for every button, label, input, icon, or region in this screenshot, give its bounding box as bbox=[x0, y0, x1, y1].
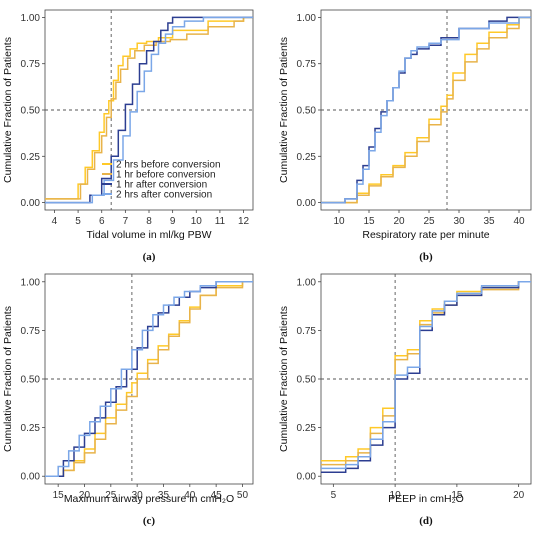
y-tick-label: 0.50 bbox=[297, 106, 317, 117]
y-axis-label: Cumulative Fraction of Patients bbox=[2, 306, 14, 452]
y-tick-label: 0.50 bbox=[21, 106, 41, 117]
series-line-1-hr-after-conversion bbox=[321, 281, 531, 474]
x-tick-label: 20 bbox=[513, 490, 525, 501]
y-tick-label: 0.50 bbox=[21, 375, 41, 386]
x-tick-label: 10 bbox=[191, 216, 203, 227]
panel-a: 0.00 0.25 0.50 0.75 1.00 4 5 6 7 8 9 10 11 12 Tidal vo… bbox=[2, 9, 254, 263]
panel-label: (c) bbox=[143, 515, 156, 527]
y-tick-label: 0.00 bbox=[21, 472, 41, 483]
y-axis-label: Cumulative Fraction of Patients bbox=[278, 37, 290, 183]
series-line-2-hrs-after-conversion bbox=[45, 16, 253, 204]
x-tick-label: 12 bbox=[238, 216, 250, 227]
legend-entry: 2 hrs after conversion bbox=[116, 190, 212, 201]
x-tick-label: 15 bbox=[363, 216, 375, 227]
y-tick-label: 0.75 bbox=[21, 326, 41, 337]
x-tick-label: 5 bbox=[75, 216, 81, 227]
x-tick-label: 10 bbox=[333, 216, 345, 227]
panel-label: (d) bbox=[419, 515, 433, 527]
x-axis-label: Maximum airway pressure in cmH₂O bbox=[64, 493, 234, 505]
x-tick-label: 15 bbox=[53, 490, 65, 501]
y-tick-label: 1.00 bbox=[21, 277, 41, 288]
series-line-1-hr-after-conversion bbox=[45, 16, 253, 204]
series-line-2-hrs-after-conversion bbox=[321, 16, 531, 204]
x-tick-label: 5 bbox=[331, 490, 337, 501]
x-axis-label: Respiratory rate per minute bbox=[362, 229, 489, 241]
legend-entry: 2 hrs before conversion bbox=[116, 160, 221, 171]
x-tick-label: 11 bbox=[215, 216, 226, 227]
y-tick-label: 1.00 bbox=[297, 13, 317, 24]
legend-entry: 1 hr before conversion bbox=[116, 170, 216, 181]
y-axis-label: Cumulative Fraction of Patients bbox=[2, 37, 14, 183]
x-tick-label: 4 bbox=[52, 216, 58, 227]
y-tick-label: 0.75 bbox=[21, 59, 41, 70]
series-line-1-hr-after-conversion bbox=[45, 281, 253, 477]
y-tick-label: 0.75 bbox=[297, 59, 317, 70]
x-tick-label: 6 bbox=[99, 216, 105, 227]
y-tick-label: 0.25 bbox=[297, 423, 317, 434]
x-tick-label: 40 bbox=[513, 216, 525, 227]
x-tick-label: 10 bbox=[390, 490, 402, 501]
y-tick-label: 1.00 bbox=[297, 277, 317, 288]
x-tick-label: 40 bbox=[184, 490, 196, 501]
x-tick-label: 25 bbox=[423, 216, 435, 227]
y-tick-label: 0.25 bbox=[297, 152, 317, 163]
panel-label: (b) bbox=[419, 251, 433, 263]
y-tick-label: 1.00 bbox=[21, 13, 41, 24]
x-tick-label: 20 bbox=[393, 216, 405, 227]
x-tick-label: 50 bbox=[237, 490, 249, 501]
x-axis-label: PEEP in cmH₂O bbox=[388, 493, 464, 505]
y-tick-label: 0.75 bbox=[297, 326, 317, 337]
x-tick-label: 15 bbox=[451, 490, 463, 501]
series-line-1-hr-before-conversion bbox=[321, 281, 531, 466]
y-axis-label: Cumulative Fraction of Patients bbox=[278, 306, 290, 452]
y-tick-label: 0.25 bbox=[21, 423, 41, 434]
panel-d: 0.00 0.25 0.50 0.75 1.00 5 10 15 20 PEEP in cmH₂O… bbox=[278, 273, 532, 527]
x-tick-label: 35 bbox=[483, 216, 495, 227]
x-tick-label: 45 bbox=[211, 490, 223, 501]
series-line-2-hrs-after-conversion bbox=[45, 281, 253, 477]
series-line-2-hrs-after-conversion bbox=[321, 281, 531, 470]
x-tick-label: 25 bbox=[105, 490, 117, 501]
legend-entry: 1 hr after conversion bbox=[116, 180, 207, 191]
series-line-1-hr-before-conversion bbox=[321, 16, 531, 204]
panel-b: 0.00 0.25 0.50 0.75 1.00 10 15 20 25 30 35 40 Respir… bbox=[278, 9, 532, 263]
y-tick-label: 0.00 bbox=[297, 472, 317, 483]
series-line-1-hr-before-conversion bbox=[45, 281, 253, 477]
x-axis-label: Tidal volume in ml/kg PBW bbox=[86, 229, 211, 241]
x-tick-label: 35 bbox=[158, 490, 170, 501]
series-line-2-hrs-before-conversion bbox=[45, 16, 253, 200]
y-tick-label: 0.00 bbox=[21, 198, 41, 209]
x-tick-label: 9 bbox=[170, 216, 176, 227]
y-tick-label: 0.25 bbox=[21, 152, 41, 163]
x-tick-label: 30 bbox=[453, 216, 465, 227]
panel-label: (a) bbox=[143, 251, 156, 263]
y-tick-label: 0.50 bbox=[297, 375, 317, 386]
y-tick-label: 0.00 bbox=[297, 198, 317, 209]
x-tick-label: 8 bbox=[146, 216, 152, 227]
panel-c: 0.00 0.25 0.50 0.75 1.00 15 20 25 30 35 40 45 50Maxi… bbox=[2, 273, 254, 527]
x-tick-label: 30 bbox=[132, 490, 144, 501]
series-line-1-hr-before-conversion bbox=[45, 16, 253, 200]
series-line-2-hrs-before-conversion bbox=[321, 281, 531, 462]
x-tick-label: 20 bbox=[79, 490, 91, 501]
x-tick-label: 7 bbox=[123, 216, 129, 227]
